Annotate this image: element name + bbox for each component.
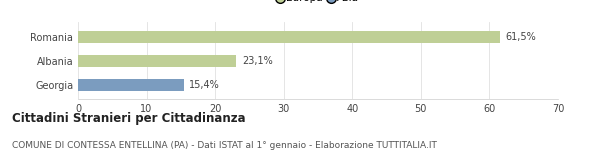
Text: 23,1%: 23,1% <box>242 56 272 66</box>
Bar <box>78 31 500 43</box>
Bar <box>78 79 184 91</box>
Text: Cittadini Stranieri per Cittadinanza: Cittadini Stranieri per Cittadinanza <box>12 112 245 125</box>
Legend: Europa, Asia: Europa, Asia <box>277 0 359 3</box>
Text: 61,5%: 61,5% <box>505 32 536 42</box>
Text: 15,4%: 15,4% <box>189 80 220 90</box>
Text: COMUNE DI CONTESSA ENTELLINA (PA) - Dati ISTAT al 1° gennaio - Elaborazione TUTT: COMUNE DI CONTESSA ENTELLINA (PA) - Dati… <box>12 141 437 150</box>
Bar <box>78 55 236 67</box>
